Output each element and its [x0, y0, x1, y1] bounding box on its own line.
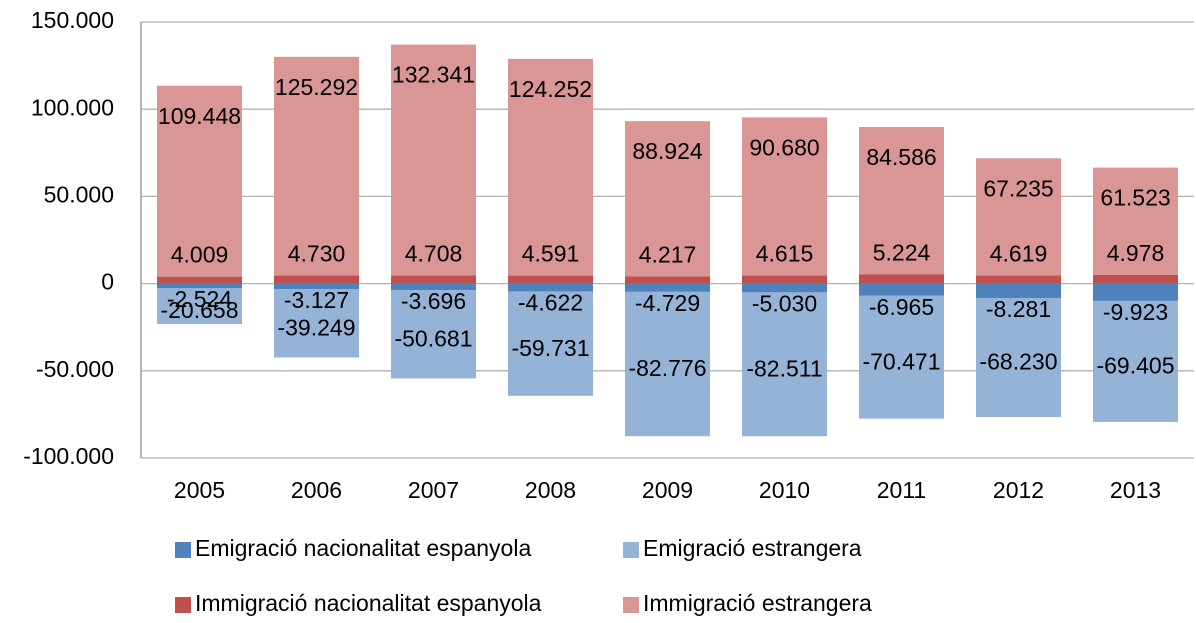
data-label: 67.235: [983, 175, 1053, 201]
data-label: 4.730: [288, 240, 346, 266]
bar: [157, 276, 242, 284]
x-tick-label: 2012: [993, 477, 1044, 503]
bar: [391, 290, 476, 379]
bar: [508, 58, 593, 276]
bar: [508, 283, 593, 292]
bar: [1093, 274, 1178, 284]
bar: [625, 291, 710, 437]
data-label: 90.680: [749, 134, 819, 160]
data-label: 125.292: [275, 74, 358, 100]
data-label: -69.405: [1096, 353, 1174, 379]
data-label: -9.923: [1103, 299, 1168, 325]
data-label: 84.586: [866, 144, 936, 170]
x-tick-label: 2011: [877, 477, 926, 503]
bar: [274, 275, 359, 284]
legend-swatch: [175, 597, 191, 613]
data-label: -39.249: [277, 314, 355, 340]
data-label: -70.471: [862, 348, 940, 374]
data-label: 88.924: [632, 138, 703, 164]
bar: [625, 283, 710, 292]
data-label: 4.591: [522, 241, 580, 267]
bar: [976, 298, 1061, 418]
bar: [859, 295, 944, 419]
y-tick-label: 100.000: [31, 94, 114, 120]
x-tick-label: 2009: [642, 477, 693, 503]
data-label: 4.619: [990, 241, 1048, 267]
bar: [157, 288, 242, 325]
data-label: -6.965: [869, 294, 934, 320]
bar: [625, 276, 710, 284]
bar: [742, 283, 827, 293]
bar: [742, 117, 827, 276]
bar: [742, 292, 827, 437]
data-label: -8.281: [986, 296, 1051, 322]
bar: [976, 158, 1061, 276]
data-label: 4.978: [1107, 240, 1165, 266]
y-tick-label: 0: [101, 269, 114, 295]
bar: [859, 283, 944, 296]
data-label: 4.708: [405, 240, 463, 266]
data-label: 124.252: [509, 76, 592, 102]
data-label: -59.731: [511, 335, 589, 361]
bar: [508, 291, 593, 396]
legend-swatch: [623, 597, 639, 613]
data-label: 4.615: [756, 241, 814, 267]
data-label: 4.009: [171, 242, 229, 268]
data-label: 61.523: [1100, 185, 1170, 211]
x-tick-label: 2008: [525, 477, 576, 503]
data-label: 4.217: [639, 241, 697, 267]
legend-label: Emigració nacionalitat espanyola: [195, 535, 531, 561]
legend-swatch: [175, 542, 191, 558]
data-label: -4.729: [635, 290, 700, 316]
data-label: -82.511: [746, 355, 822, 381]
legend-label: Immigració nacionalitat espanyola: [195, 590, 542, 616]
bar: [859, 274, 944, 284]
bar: [274, 289, 359, 358]
legend-label: Emigració estrangera: [643, 535, 862, 561]
data-label: -82.776: [628, 355, 706, 381]
y-tick-label: 50.000: [44, 181, 114, 207]
bar: [274, 56, 359, 276]
y-tick-label: -50.000: [36, 356, 114, 382]
bar: [274, 283, 359, 290]
data-label: -3.696: [401, 288, 466, 314]
data-label: 5.224: [873, 240, 931, 266]
data-label: -68.230: [979, 349, 1057, 375]
bar: [391, 44, 476, 276]
data-label: 132.341: [392, 62, 475, 88]
data-label: -4.622: [518, 290, 583, 316]
bar: [1093, 283, 1178, 301]
data-label: -50.681: [394, 325, 472, 351]
legend-label: Immigració estrangera: [643, 590, 872, 616]
data-label: 109.448: [158, 103, 241, 129]
bar: [1093, 167, 1178, 275]
bar: [742, 275, 827, 284]
x-tick-label: 2010: [759, 477, 810, 503]
bar: [976, 283, 1061, 299]
y-tick-label: -100.000: [23, 443, 114, 469]
bar: [157, 283, 242, 289]
x-tick-label: 2013: [1110, 477, 1161, 503]
x-tick-label: 2006: [291, 477, 342, 503]
bar: [625, 121, 710, 277]
data-label: -2.524: [167, 286, 232, 312]
legend-swatch: [623, 542, 639, 558]
x-tick-label: 2005: [174, 477, 225, 503]
x-tick-label: 2007: [408, 477, 459, 503]
bar: [508, 275, 593, 284]
bar: [157, 85, 242, 277]
data-label: -3.127: [284, 287, 349, 313]
bar: [1093, 300, 1178, 422]
bar: [391, 283, 476, 291]
data-label: -20.658: [160, 297, 238, 323]
y-tick-label: 150.000: [31, 7, 114, 33]
data-label: -5.030: [752, 290, 817, 316]
bar: [976, 275, 1061, 284]
bar: [391, 275, 476, 284]
bar: [859, 126, 944, 275]
